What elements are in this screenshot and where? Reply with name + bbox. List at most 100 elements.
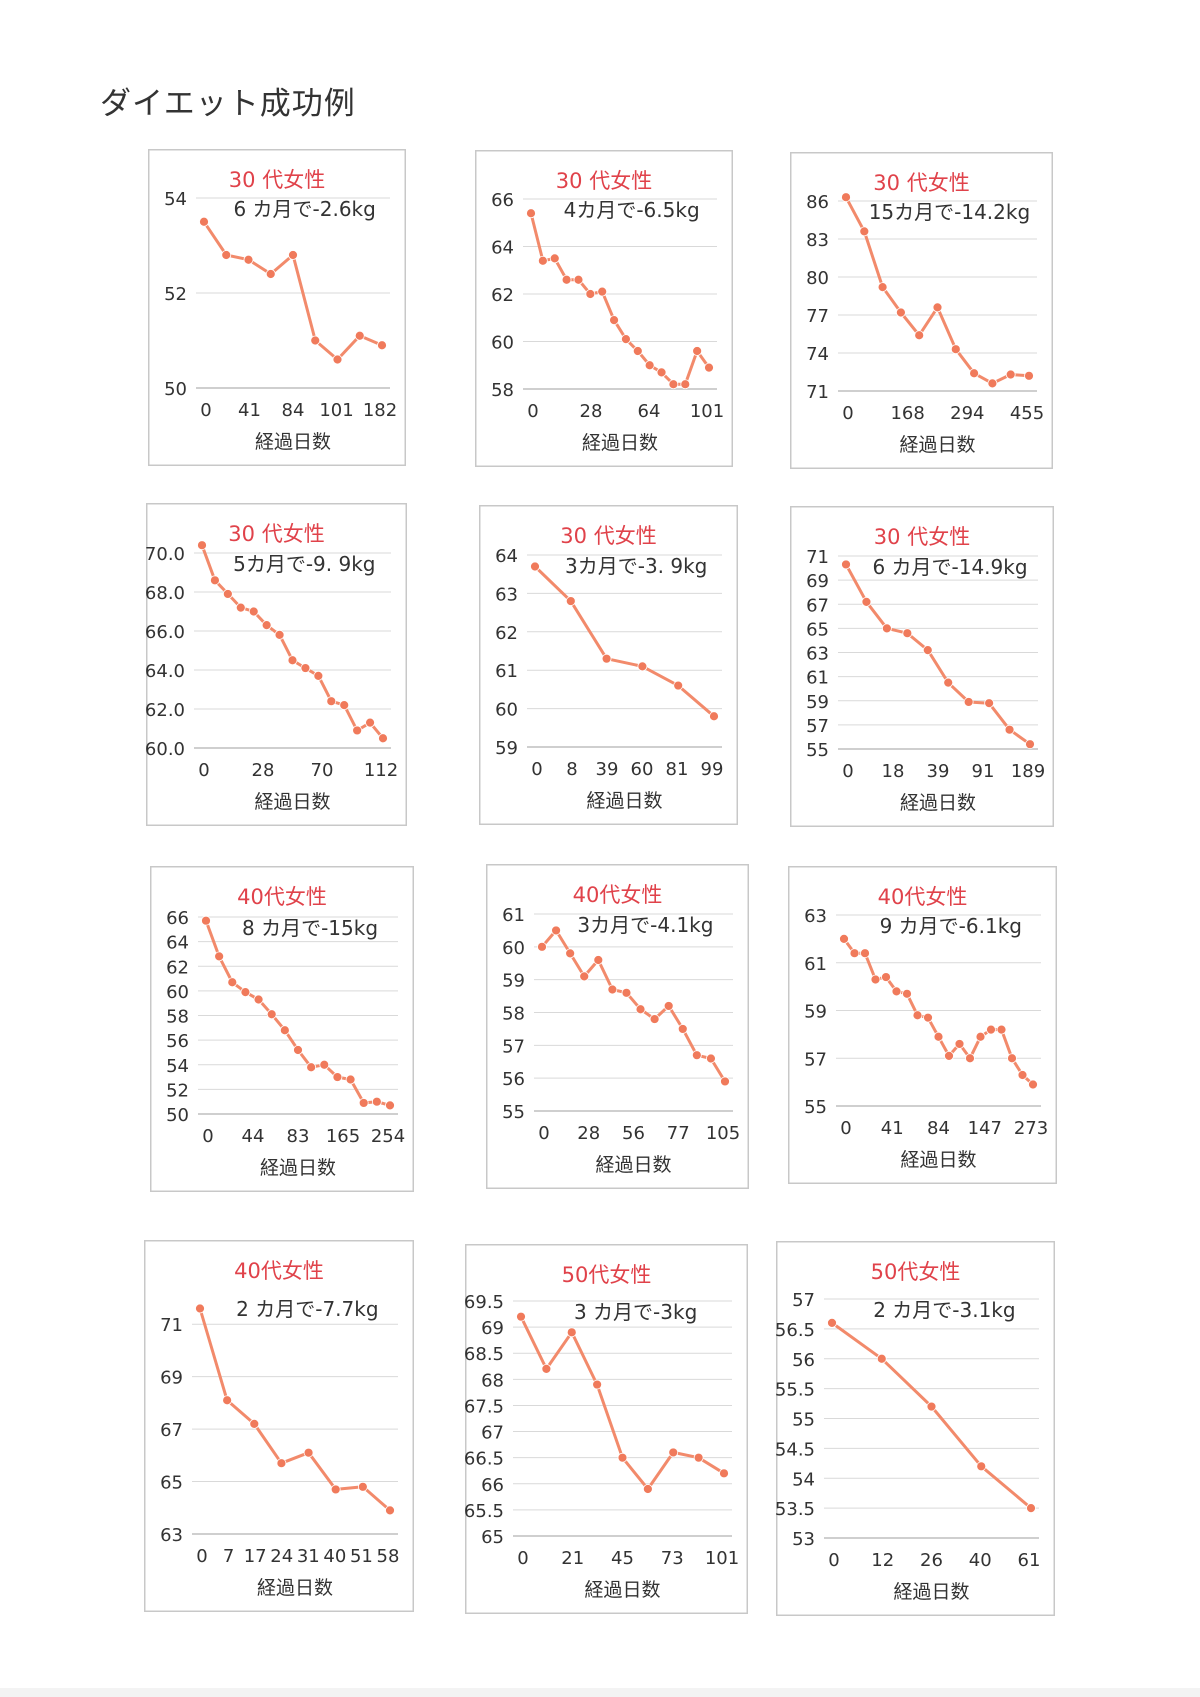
x-tick-label: 70: [311, 760, 334, 781]
data-point: [365, 717, 375, 728]
series-line: [533, 565, 716, 718]
y-tick-label: 70.0: [146, 544, 185, 565]
chart-svg: 55 57 59 61 63 65 67 69 71 0 18 39 91 189 30 代女性 6 カ月で-…: [790, 506, 1054, 827]
chart-card-3: 71 74 77 80 83 86 0 168 294 455 30 代女性 15カ月で-14.2kg…: [790, 152, 1053, 469]
series-line: [844, 562, 1032, 746]
y-tick-label: 71: [806, 382, 829, 403]
data-point: [330, 1484, 341, 1495]
data-point: [266, 1009, 277, 1020]
data-point: [642, 1484, 653, 1494]
chart-card-4: 60.0 62.0 64.0 66.0 68.0 70.0 0 28 70 112 30 代女性 5カ…: [146, 503, 407, 826]
y-tick-label: 64: [491, 238, 514, 259]
x-tick-label: 64: [638, 401, 661, 422]
x-tick-label: 294: [950, 403, 984, 424]
data-point: [274, 629, 285, 640]
data-point: [914, 330, 925, 341]
chart-annotation: 2 カ月で-7.7kg: [236, 1297, 378, 1321]
data-point: [526, 208, 536, 219]
data-point: [621, 334, 631, 345]
data-point: [621, 987, 632, 998]
data-point: [279, 1025, 290, 1036]
x-tick-label: 7: [223, 1546, 234, 1567]
data-point: [644, 360, 655, 371]
x-tick-label: 28: [580, 401, 603, 422]
data-point: [943, 677, 954, 688]
chart-title: 40代女性: [573, 883, 663, 907]
y-tick-label: 59: [495, 738, 518, 759]
chart-annotation: 9 カ月で-6.1kg: [880, 914, 1022, 938]
data-point: [222, 1395, 233, 1406]
data-point: [537, 941, 547, 952]
data-point: [932, 302, 943, 313]
x-tick-label: 28: [252, 760, 275, 781]
y-tick-label: 66.0: [146, 622, 185, 643]
y-tick-label: 67.5: [465, 1396, 504, 1417]
data-point: [561, 274, 572, 285]
x-tick-label: 168: [890, 403, 924, 424]
data-point: [841, 192, 851, 203]
chart-frame: [790, 152, 1053, 469]
data-point: [975, 1031, 986, 1042]
data-point: [579, 971, 590, 982]
chart-svg: 63 65 67 69 71 0 7 17 24 31 40 51 58 40代女性 2 カ月で-7.7kg…: [144, 1240, 414, 1612]
y-tick-label: 60: [166, 982, 189, 1003]
y-tick-label: 66: [491, 190, 514, 211]
data-point: [668, 1447, 679, 1458]
y-tick-label: 53: [792, 1529, 815, 1550]
data-point: [310, 335, 321, 346]
chart-card-12: 53 53.5 54 54.5 55 55.5 56 56.5 57 0 12 26 40 61 50代女性…: [776, 1241, 1055, 1616]
y-tick-label: 58: [166, 1007, 189, 1028]
x-tick-label: 73: [661, 1548, 684, 1569]
y-tick-label: 65.5: [465, 1501, 504, 1522]
x-tick-label: 56: [622, 1123, 645, 1144]
chart-svg: 50 52 54 0 41 84 101 182 30 代女性 6 カ月で-2.6kg 経過日数: [148, 149, 406, 466]
x-tick-label: 0: [200, 400, 211, 421]
chart-svg: 71 74 77 80 83 86 0 168 294 455 30 代女性 15カ月で-14.2kg…: [790, 152, 1053, 469]
data-point: [378, 733, 388, 744]
data-point: [950, 344, 961, 355]
y-tick-label: 50: [164, 379, 187, 400]
x-tick-label: 99: [701, 759, 724, 780]
chart-frame: [790, 506, 1054, 827]
y-tick-label: 61: [495, 661, 518, 682]
y-tick-label: 77: [806, 306, 829, 327]
data-point: [332, 1072, 343, 1082]
x-tick-label: 41: [881, 1118, 904, 1139]
chart-title: 30 代女性: [874, 525, 970, 549]
data-point: [1026, 1503, 1036, 1514]
y-tick-label: 50: [166, 1105, 189, 1126]
x-tick-label: 41: [238, 400, 261, 421]
data-point: [371, 1096, 382, 1107]
data-point: [923, 1012, 933, 1023]
x-axis-label: 経過日数: [260, 1157, 336, 1179]
chart-title: 30 代女性: [229, 168, 325, 192]
chart-title: 30 代女性: [560, 524, 656, 548]
x-axis-label: 経過日数: [900, 1149, 976, 1171]
data-point: [841, 559, 851, 570]
data-point: [870, 974, 881, 985]
data-point: [243, 254, 254, 265]
data-point: [706, 1053, 716, 1064]
data-point: [530, 561, 540, 572]
x-tick-label: 61: [1018, 1550, 1041, 1571]
data-point: [1028, 1079, 1038, 1090]
data-point: [303, 1447, 314, 1458]
data-point: [565, 948, 576, 959]
data-point: [1025, 739, 1035, 750]
y-tick-label: 64: [495, 546, 518, 567]
y-tick-label: 83: [806, 230, 829, 251]
x-tick-label: 40: [323, 1546, 346, 1567]
data-point: [199, 216, 209, 227]
chart-svg: 60.0 62.0 64.0 66.0 68.0 70.0 0 28 70 112 30 代女性 5カ…: [146, 503, 407, 826]
data-point: [319, 1059, 330, 1070]
data-point: [709, 711, 719, 722]
x-tick-label: 455: [1010, 403, 1044, 424]
data-point: [551, 925, 561, 936]
data-point: [385, 1505, 395, 1516]
y-tick-label: 65: [806, 619, 829, 640]
chart-frame: [146, 503, 407, 826]
chart-svg: 59 60 61 62 63 64 0 8 39 60 81 99 30 代女性 3カ月で-3. 9kg 経…: [479, 505, 738, 825]
y-tick-label: 57: [792, 1290, 815, 1311]
chart-title: 50代女性: [562, 1263, 652, 1287]
x-tick-label: 31: [297, 1546, 320, 1567]
